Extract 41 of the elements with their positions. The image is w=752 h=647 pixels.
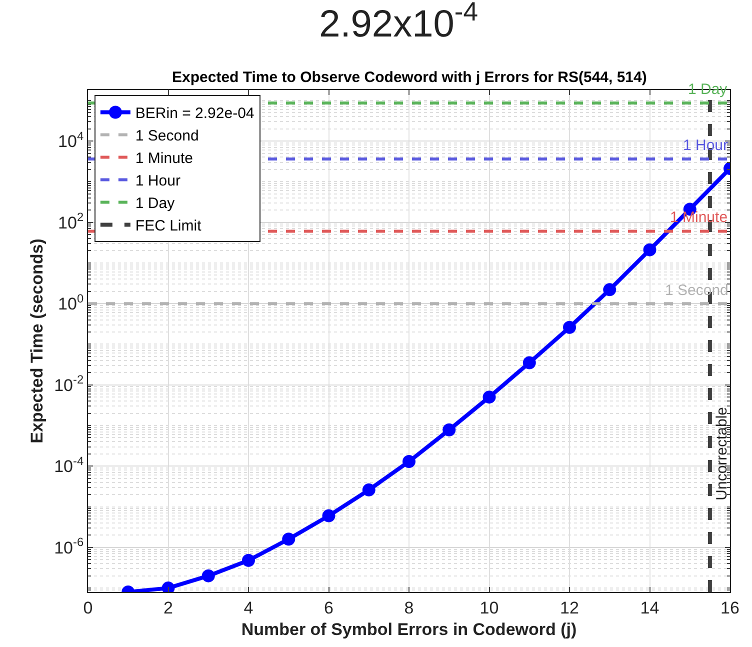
text: 1 Second: [135, 128, 199, 145]
point: [322, 509, 336, 522]
y-tick-label: 10$^{-2}$: [54, 372, 84, 395]
point: [482, 390, 496, 404]
legend-label: BERin = 2.92e-04: [135, 105, 254, 122]
point: [643, 243, 656, 256]
y-tick-label: 10$^{2}$: [58, 210, 84, 232]
legend-label: 1 Minute: [135, 150, 193, 168]
x-tick-label: 4: [244, 598, 254, 618]
x-tick-label: 12: [560, 598, 579, 618]
point: [402, 455, 416, 468]
y-tick-label: 10$^{-4}$: [54, 454, 84, 476]
text: 1 Day: [135, 195, 175, 212]
x-tick-label: 16: [720, 598, 740, 618]
point: [522, 356, 536, 370]
y-axis-title: Expected Time (seconds): [28, 238, 47, 444]
chart-subtitle: Expected Time to Observe Codeword with j Errors for RS(544, 514): [172, 69, 647, 86]
point: [202, 569, 215, 582]
x-axis-title: Number of Symbol Errors in Codeword (j): [241, 620, 577, 639]
y-tick-label: 10$^{4}$: [58, 128, 84, 151]
legend-label: FEC Limit: [135, 218, 202, 235]
annotation: Uncorrectable: [714, 406, 731, 500]
point: [242, 554, 255, 567]
chart-title: 2.92x10$^{-4}$: [319, 0, 478, 46]
legend-label: 1 Hour: [135, 172, 180, 190]
x-tick-label: 10: [480, 598, 499, 618]
point: [282, 532, 296, 546]
point: [362, 483, 376, 496]
y-tick-label: 10$^{-6}$: [54, 535, 84, 558]
text: 1 Hour: [683, 137, 728, 154]
point: [442, 423, 456, 436]
x-tick-label: 0: [83, 598, 93, 618]
ref-line-label: 1 Second: [665, 282, 728, 299]
x-tick-label: 2: [164, 598, 173, 618]
x-tick-label: 14: [640, 598, 660, 618]
x-tick-label: 6: [324, 598, 334, 618]
point: [603, 283, 616, 296]
x-tick-label: 8: [404, 598, 414, 618]
text: 1 Minute: [670, 209, 728, 226]
point: [563, 320, 576, 334]
y-tick-label: 10$^{0}$: [58, 291, 84, 314]
